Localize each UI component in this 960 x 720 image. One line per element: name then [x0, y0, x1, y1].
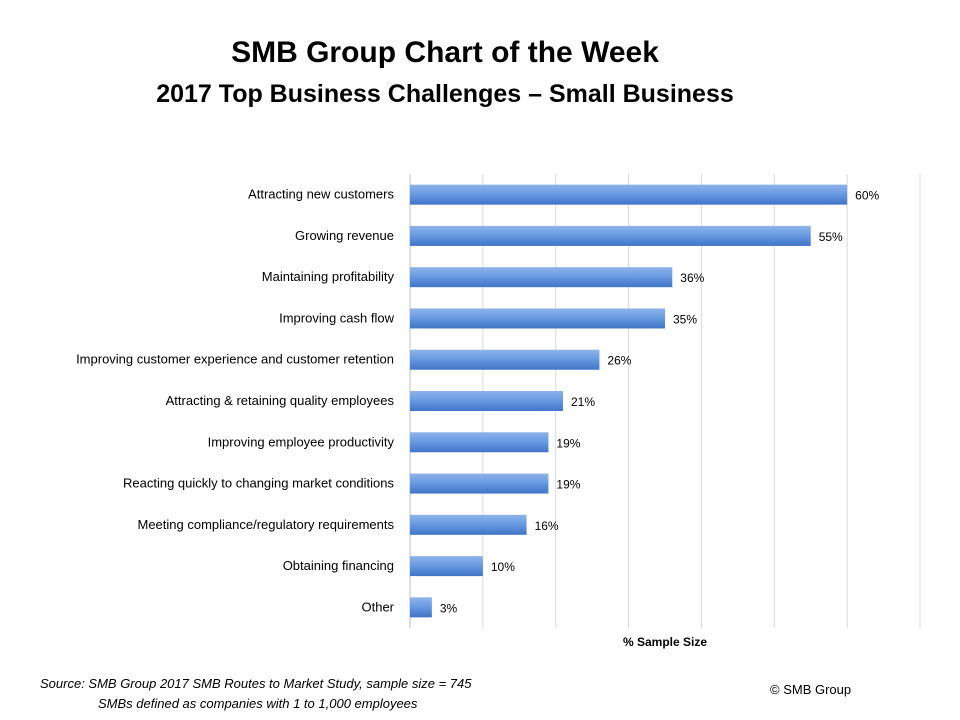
category-label: Improving cash flow	[279, 310, 394, 325]
bar	[410, 473, 549, 494]
category-label: Other	[361, 599, 394, 614]
data-label: 16%	[535, 519, 559, 533]
source-line-1: Source: SMB Group 2017 SMB Routes to Mar…	[40, 676, 472, 691]
category-label: Growing revenue	[295, 228, 394, 243]
data-label: 21%	[571, 395, 595, 409]
data-label: 55%	[819, 230, 843, 244]
x-axis-label: % Sample Size	[623, 635, 707, 649]
category-label: Improving employee productivity	[208, 434, 395, 449]
data-label: 10%	[491, 560, 515, 574]
data-label: 60%	[855, 189, 879, 203]
copyright: © SMB Group	[770, 682, 852, 697]
bar	[410, 432, 549, 453]
category-label: Improving customer experience and custom…	[76, 352, 394, 367]
category-label: Reacting quickly to changing market cond…	[123, 476, 394, 491]
bar	[410, 267, 673, 288]
bar	[410, 184, 848, 205]
category-label: Obtaining financing	[283, 558, 394, 573]
bar	[410, 514, 527, 535]
source-line-2: SMBs defined as companies with 1 to 1,00…	[98, 696, 418, 711]
bar	[410, 225, 811, 246]
bars	[410, 184, 848, 618]
data-label: 19%	[556, 436, 580, 450]
bar	[410, 391, 563, 411]
data-label: 26%	[607, 354, 631, 368]
bar	[410, 556, 483, 577]
category-label: Attracting & retaining quality employees	[166, 393, 395, 408]
bar	[410, 597, 432, 618]
data-label: 19%	[556, 478, 580, 492]
data-label: 36%	[680, 271, 704, 285]
chart-title: SMB Group Chart of the Week	[231, 36, 659, 69]
bar	[410, 308, 665, 329]
category-label: Meeting compliance/regulatory requiremen…	[137, 517, 394, 532]
data-label: 3%	[440, 601, 458, 615]
labels: Attracting new customers 60% Growing reven…	[76, 187, 879, 616]
category-label: Attracting new customers	[248, 187, 394, 202]
source-note: Source: SMB Group 2017 SMB Routes to Mar…	[40, 674, 472, 714]
data-label: 35%	[673, 312, 697, 326]
bar	[410, 349, 600, 370]
category-label: Maintaining profitability	[262, 269, 395, 284]
chart-subtitle: 2017 Top Business Challenges – Small Bus…	[156, 80, 734, 108]
